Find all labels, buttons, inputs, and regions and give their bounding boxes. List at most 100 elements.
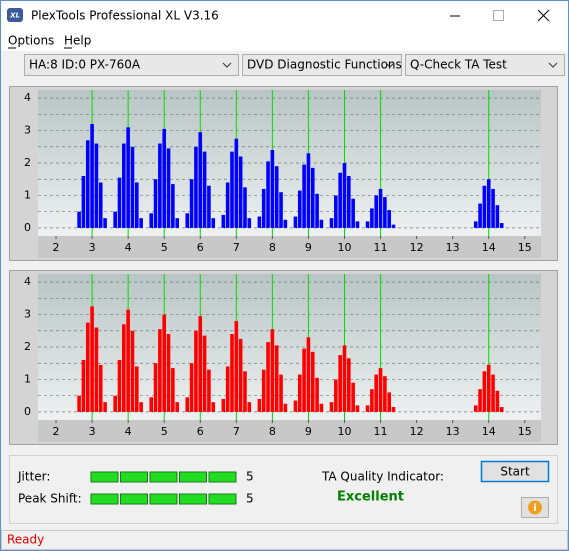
bar xyxy=(230,151,234,228)
bar xyxy=(158,329,162,412)
start-button[interactable]: Start xyxy=(480,460,550,483)
bar xyxy=(370,208,374,228)
app-icon-text: XL xyxy=(9,12,20,20)
bar xyxy=(270,150,275,228)
bar xyxy=(499,223,504,228)
close-button[interactable] xyxy=(537,9,550,22)
bar xyxy=(334,379,338,412)
peak-shift-value: 5 xyxy=(246,492,254,506)
meter-segment xyxy=(120,471,148,483)
result-panel xyxy=(9,455,558,524)
bar xyxy=(391,407,396,412)
bar xyxy=(315,193,319,228)
bar xyxy=(153,363,158,412)
bar xyxy=(370,389,374,412)
bar xyxy=(234,138,239,228)
bar xyxy=(117,359,122,412)
bar xyxy=(153,179,158,228)
y-tick-label: 1 xyxy=(24,372,31,385)
bar xyxy=(486,364,491,412)
x-tick-label: 11 xyxy=(374,241,388,254)
window-title: PlexTools Professional XL V3.16 xyxy=(31,9,219,23)
x-tick-label: 2 xyxy=(53,241,60,254)
y-tick-label: 1 xyxy=(24,188,31,201)
bar xyxy=(342,345,347,412)
bar xyxy=(329,218,334,228)
bar xyxy=(486,179,491,228)
dropdown-arrow xyxy=(548,62,558,68)
bar xyxy=(81,175,86,228)
bar xyxy=(194,146,198,228)
y-tick-label: 3 xyxy=(24,124,31,137)
bar xyxy=(81,359,86,412)
bar xyxy=(134,182,139,228)
bar xyxy=(279,374,283,412)
meter-segment xyxy=(90,493,119,505)
bar xyxy=(374,195,379,228)
bar xyxy=(166,148,171,228)
dropdown[interactable]: HA:8 ID:0 PX-760A xyxy=(24,54,239,76)
x-tick-label: 8 xyxy=(269,241,276,254)
bar xyxy=(162,128,167,228)
dropdown[interactable]: Q-Check TA Test xyxy=(405,54,565,76)
bar xyxy=(130,146,135,228)
bar xyxy=(85,322,90,412)
x-tick-label: 5 xyxy=(161,425,168,438)
y-tick-label: 3 xyxy=(24,308,31,321)
x-tick-label: 14 xyxy=(482,241,496,254)
bar xyxy=(238,156,243,228)
bar xyxy=(342,163,347,228)
bar xyxy=(158,143,162,228)
bar xyxy=(283,219,288,228)
bar xyxy=(257,398,262,412)
bar xyxy=(302,164,306,228)
bar xyxy=(103,218,107,228)
plot-area xyxy=(38,90,541,236)
bar xyxy=(198,132,203,228)
menu-bar xyxy=(1,30,568,51)
bar xyxy=(162,314,167,412)
meter-segment xyxy=(149,471,178,483)
bar xyxy=(365,405,370,412)
bar xyxy=(261,369,266,412)
bar xyxy=(383,376,387,412)
menu-item[interactable]: Options xyxy=(8,34,54,48)
start-button-text: Start xyxy=(500,465,530,479)
bar xyxy=(261,188,266,228)
bar xyxy=(198,316,203,412)
title-bar xyxy=(1,1,568,30)
x-tick-label: 7 xyxy=(233,425,240,438)
bar xyxy=(338,355,342,412)
bar xyxy=(293,216,298,228)
bar xyxy=(473,221,478,228)
bar xyxy=(98,182,103,228)
x-tick-label: 4 xyxy=(125,425,132,438)
bar xyxy=(293,400,298,412)
menu-item[interactable]: Help xyxy=(64,34,91,48)
x-tick-label: 15 xyxy=(518,425,532,438)
jitter-meter xyxy=(90,471,237,483)
x-tick-label: 12 xyxy=(410,425,424,438)
bar xyxy=(247,218,252,228)
bar xyxy=(225,182,230,228)
bar xyxy=(171,184,175,228)
jitter-value: 5 xyxy=(246,470,254,484)
x-axis-strip xyxy=(38,420,541,442)
bar xyxy=(315,377,319,412)
maximize-button[interactable] xyxy=(493,10,504,21)
bar xyxy=(387,392,391,412)
dropdown[interactable]: DVD Diagnostic Functions xyxy=(242,54,402,76)
bar xyxy=(238,338,243,412)
bar xyxy=(175,218,179,228)
info-button[interactable]: i xyxy=(521,497,549,518)
y-tick-label: 4 xyxy=(24,91,31,104)
bar xyxy=(221,398,226,412)
bar xyxy=(122,324,126,412)
x-tick-label: 7 xyxy=(233,241,240,254)
bar xyxy=(270,329,275,412)
bar xyxy=(94,327,99,412)
bar xyxy=(122,143,126,228)
bar xyxy=(207,185,211,228)
bar xyxy=(117,177,122,228)
